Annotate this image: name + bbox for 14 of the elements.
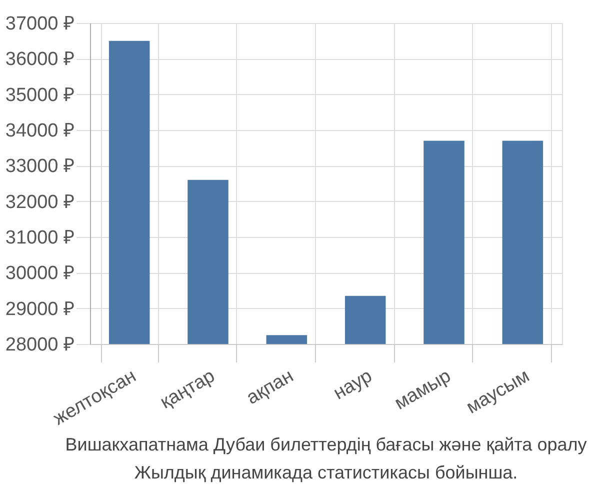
- x-tick-label: наур: [330, 366, 376, 404]
- y-tick-label: 30000 ₽: [5, 263, 74, 284]
- y-tick-label: 35000 ₽: [5, 84, 74, 106]
- y-tick-label: 33000 ₽: [5, 156, 74, 178]
- y-tick-label: 32000 ₽: [5, 192, 74, 213]
- y-tick-label: 29000 ₽: [5, 298, 74, 320]
- text: Вишакхапатнама Дубаи билеттердің бағасы және қайта оралу: [65, 434, 587, 454]
- text: Жылдық динамикада статистикасы бойынша.: [134, 462, 518, 482]
- y-tick-label: 37000 ₽: [5, 14, 74, 34]
- y-tick-label: 28000 ₽: [5, 334, 74, 356]
- y-tick-label: 31000 ₽: [5, 228, 74, 248]
- x-tick-label: ақпан: [243, 366, 298, 409]
- y-tick-label: 36000 ₽: [5, 49, 74, 70]
- y-tick-label: 34000 ₽: [5, 120, 74, 142]
